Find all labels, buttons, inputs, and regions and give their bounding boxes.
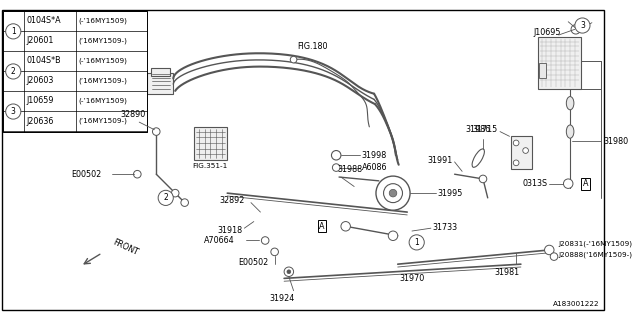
Text: (’16MY1509-): (’16MY1509-) [79,37,127,44]
Circle shape [545,245,554,255]
Text: 31981: 31981 [494,268,519,277]
Circle shape [287,270,291,274]
Text: 32890: 32890 [120,110,145,119]
Circle shape [388,231,397,241]
Circle shape [158,190,173,205]
Text: (-’16MY1509): (-’16MY1509) [79,58,127,64]
Circle shape [271,248,278,256]
Text: 31991: 31991 [428,156,452,164]
Text: J20831(-'16MY1509): J20831(-'16MY1509) [559,240,633,247]
Bar [511,136,532,170]
Text: A: A [319,222,324,231]
Text: A183001222: A183001222 [553,301,600,307]
Text: 31715: 31715 [472,125,497,134]
Text: J20603: J20603 [26,76,54,85]
Bar [539,63,547,78]
Circle shape [389,189,397,197]
Circle shape [181,199,188,206]
Circle shape [261,237,269,244]
Text: 31998: 31998 [362,151,387,160]
Text: 31986: 31986 [466,125,491,134]
Circle shape [563,179,573,188]
Circle shape [376,176,410,210]
Text: A: A [582,179,588,188]
Text: (’16MY1509-): (’16MY1509-) [79,78,127,84]
Text: 31995: 31995 [438,189,463,198]
Text: J20636: J20636 [26,116,54,125]
Circle shape [575,18,590,33]
Text: 2: 2 [163,193,168,202]
Ellipse shape [566,97,574,110]
Circle shape [284,267,294,276]
Circle shape [332,150,341,160]
Circle shape [172,189,179,197]
Bar [147,73,173,94]
Text: 1: 1 [414,238,419,247]
Text: J10695: J10695 [533,28,561,37]
Text: A6086: A6086 [362,163,387,172]
Text: (’16MY1509-): (’16MY1509-) [79,118,127,124]
Circle shape [6,104,21,119]
Text: 31980: 31980 [604,137,628,146]
Circle shape [513,160,519,166]
Text: 3: 3 [11,107,16,116]
Bar [3,11,147,132]
Text: A70664: A70664 [204,236,234,245]
Text: (-’16MY1509): (-’16MY1509) [79,98,127,104]
Circle shape [291,56,297,63]
Text: 31918: 31918 [218,226,243,235]
Circle shape [409,235,424,250]
Circle shape [550,253,558,260]
Text: 31733: 31733 [433,223,458,232]
Text: 0104S*B: 0104S*B [26,56,61,65]
Bar [194,127,227,160]
Circle shape [332,164,340,172]
Text: 2: 2 [11,67,15,76]
Text: FIG.180: FIG.180 [297,42,328,51]
Text: 31970: 31970 [399,274,424,283]
Text: J10659: J10659 [26,96,54,106]
Text: J20888('16MY1509-): J20888('16MY1509-) [559,252,633,258]
Ellipse shape [472,149,484,167]
Circle shape [513,140,519,146]
Text: 0104S*A: 0104S*A [26,16,61,25]
Text: 32892: 32892 [219,196,244,205]
Text: 31924: 31924 [269,294,295,303]
Circle shape [479,175,487,183]
Circle shape [152,128,160,135]
Bar [538,37,580,89]
Text: J20601: J20601 [26,36,54,45]
Circle shape [523,148,529,153]
Text: 1: 1 [11,27,15,36]
Text: E00502: E00502 [239,258,269,267]
Bar [150,68,170,76]
Circle shape [134,171,141,178]
Text: FIG.351-1: FIG.351-1 [193,163,228,169]
Circle shape [571,25,580,34]
Text: (-’16MY1509): (-’16MY1509) [79,18,127,24]
Text: E00502: E00502 [71,170,101,179]
Ellipse shape [566,125,574,138]
Circle shape [6,64,21,79]
Circle shape [341,221,351,231]
Circle shape [383,184,403,203]
Text: 0313S: 0313S [522,179,547,188]
Circle shape [6,24,21,39]
Text: FRONT: FRONT [112,237,140,257]
Text: 3: 3 [580,21,585,30]
Text: 31988: 31988 [338,165,363,174]
